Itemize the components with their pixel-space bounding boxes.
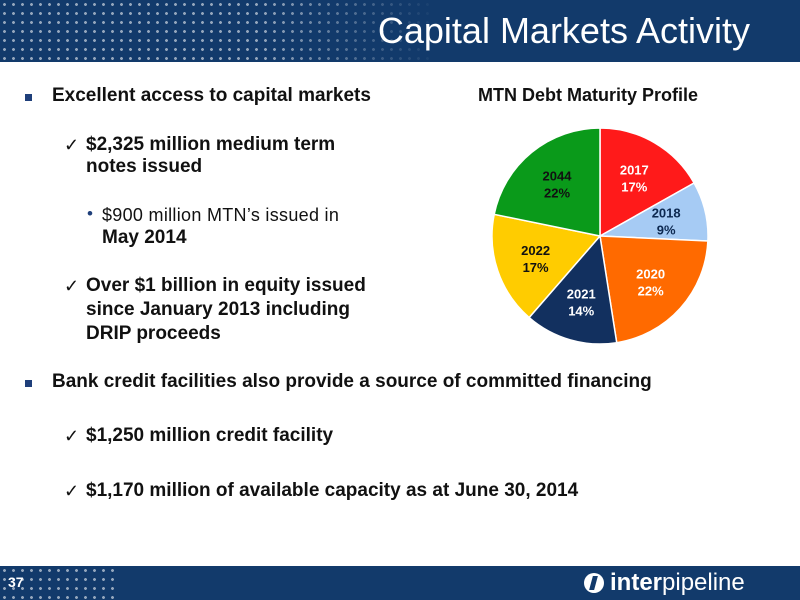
footer-bar: 37 interpipeline: [0, 566, 800, 600]
pie-slice-2044: [493, 127, 601, 237]
pie-slice-2020: [599, 235, 709, 344]
footer-dot-pattern: [0, 566, 120, 600]
slice-year-label: 2018: [652, 205, 681, 220]
equity-line1: Over $1 billion in equity issued: [86, 275, 366, 296]
sub-bullet-dot: •: [87, 204, 93, 223]
mtn-900-line2: May 2014: [102, 227, 187, 248]
mtn-issued-line1: $2,325 million medium term: [86, 134, 336, 155]
bullet-bank-credit: Bank credit facilities also provide a so…: [52, 371, 652, 392]
logo-text-regular: pipeline: [662, 569, 745, 596]
check-icon: ✓: [64, 426, 80, 446]
header-bar: Capital Markets Activity: [0, 0, 800, 62]
slice-percent-label: 22%: [638, 283, 664, 298]
slide-title: Capital Markets Activity: [377, 10, 750, 51]
bullet-square-1: [25, 94, 32, 101]
pie-slice-2021: [528, 234, 618, 345]
slice-year-label: 2044: [543, 168, 573, 183]
equity-line3: DRIP proceeds: [86, 323, 221, 344]
slice-year-label: 2017: [620, 162, 649, 177]
slice-percent-label: 14%: [568, 303, 594, 318]
logo-icon: [584, 573, 604, 593]
page-number: 37: [8, 574, 24, 590]
slice-year-label: 2021: [567, 286, 596, 301]
pie-slice-2022: [491, 213, 602, 319]
slice-percent-label: 17%: [523, 260, 549, 275]
slice-year-label: 2020: [636, 266, 665, 281]
slice-percent-label: 22%: [544, 185, 570, 200]
credit-facility: $1,250 million credit facility: [86, 425, 334, 446]
company-logo: interpipeline: [584, 569, 745, 597]
mtn-900-line1: $900 million MTN’s issued in: [102, 205, 340, 225]
available-capacity: $1,170 million of available capacity as …: [86, 480, 579, 501]
check-icon: ✓: [64, 481, 80, 501]
check-icon: ✓: [64, 276, 80, 296]
equity-line2: since January 2013 including: [86, 299, 350, 320]
slice-percent-label: 9%: [657, 222, 676, 237]
mtn-issued-line2: notes issued: [86, 156, 203, 177]
slice-year-label: 2022: [521, 243, 550, 258]
logo-text-bold: inter: [610, 569, 663, 596]
check-icon: ✓: [64, 135, 80, 155]
pie-slice-2017: [599, 127, 696, 238]
chart-title: MTN Debt Maturity Profile: [478, 85, 699, 105]
slice-percent-label: 17%: [621, 179, 647, 194]
maturity-pie-chart: 2017 17% 2018 9% 2020 22% 2021 14% 2022 17% 2044 22…: [491, 127, 709, 345]
bullet-square-2: [25, 380, 32, 387]
bullet-capital-markets: Excellent access to capital markets: [52, 85, 371, 106]
